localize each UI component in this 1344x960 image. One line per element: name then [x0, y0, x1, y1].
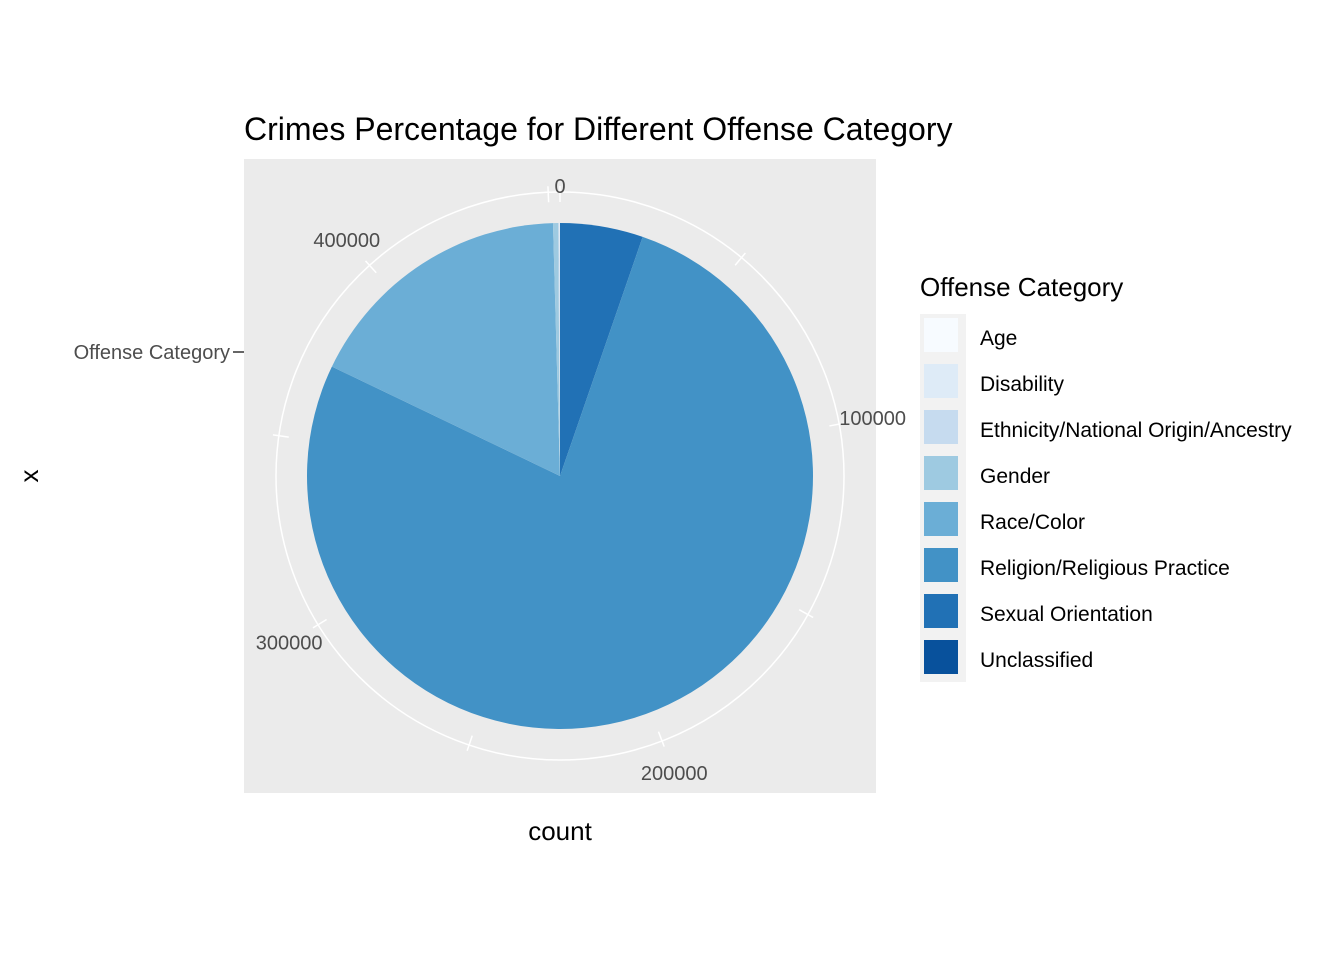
legend-swatch	[924, 410, 958, 444]
legend-label: Ethnicity/National Origin/Ancestry	[980, 419, 1292, 442]
pie-slices	[307, 223, 814, 729]
radial-tick-label: 0	[554, 176, 565, 198]
grid-spoke	[466, 735, 473, 751]
pie-slice-religion-religious-practice	[307, 236, 814, 729]
x-axis-title: count	[528, 816, 592, 846]
grid-spoke	[312, 618, 327, 629]
grid-spoke	[829, 422, 846, 427]
radial-tick-label: 300000	[256, 633, 323, 655]
radial-tick-label: 100000	[839, 408, 906, 430]
legend-swatch	[924, 502, 958, 536]
pie-slice-disability	[559, 223, 560, 476]
legend-swatch	[924, 594, 958, 628]
grid-spoke	[364, 260, 377, 274]
grid-spoke	[547, 186, 550, 203]
pie-slice-ethnicity-national-origin-ancestry	[558, 223, 560, 476]
legend-label: Sexual Orientation	[980, 603, 1153, 626]
legend-swatch	[924, 318, 958, 352]
y-axis-title: x	[14, 470, 44, 483]
y-tick-label: Offense Category	[74, 342, 230, 364]
polar-grid	[272, 186, 846, 761]
radial-tick-label: 400000	[313, 230, 380, 252]
legend-label: Unclassified	[980, 649, 1093, 672]
legend-swatch	[924, 640, 958, 674]
legend-label: Age	[980, 327, 1017, 350]
grid-spoke	[798, 609, 814, 619]
grid-spoke	[272, 434, 289, 438]
pie-slice-race-color	[331, 223, 560, 476]
legend-title: Offense Category	[920, 272, 1123, 302]
legend-label: Disability	[980, 373, 1065, 396]
legend-label: Religion/Religious Practice	[980, 557, 1230, 580]
grid-spoke	[657, 731, 665, 747]
radial-tick-labels: 0 100000 200000 300000 400000	[256, 176, 906, 785]
legend-swatch	[924, 364, 958, 398]
legend-swatch	[924, 456, 958, 490]
chart-title: Crimes Percentage for Different Offense …	[244, 111, 952, 147]
pie-slice-sexual-orientation	[560, 223, 643, 476]
pie-slice-gender	[552, 223, 560, 476]
legend-label: Race/Color	[980, 511, 1085, 534]
legend-label: Gender	[980, 465, 1050, 488]
legend: Age Disability Ethnicity/National Origin/A…	[920, 314, 1292, 682]
legend-swatch	[924, 548, 958, 582]
radial-tick-label: 200000	[641, 763, 708, 785]
grid-spoke	[734, 252, 746, 266]
